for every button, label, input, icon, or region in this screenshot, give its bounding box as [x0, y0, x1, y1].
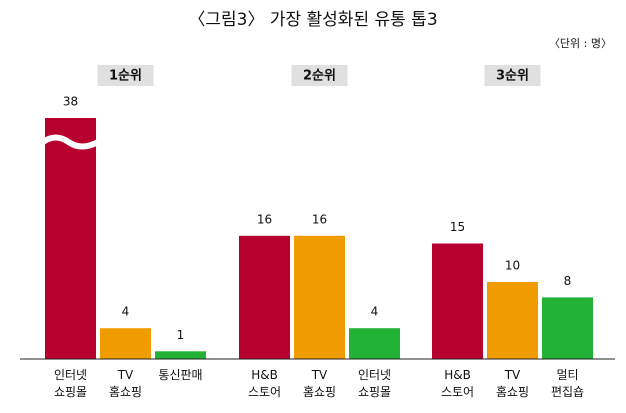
x-tick-label-line: 편집숍 [551, 385, 584, 399]
x-tick-label-line: 통신판매 [158, 368, 202, 382]
bar [487, 282, 538, 359]
x-tick-label-line: 쇼핑몰 [54, 385, 87, 399]
value-label: 4 [122, 305, 130, 319]
value-label: 4 [371, 305, 379, 319]
axis-break [41, 134, 100, 150]
value-label: 16 [312, 212, 327, 226]
bar [239, 235, 290, 359]
x-tick-label-line: H&B [251, 368, 278, 382]
group-label-bg [97, 65, 154, 86]
value-label: 15 [450, 220, 465, 234]
group-label: 3순위 [496, 69, 529, 84]
unit-label: 〈단위 : 명〉 [549, 37, 612, 50]
x-tick-label-line: 인터넷 [54, 368, 87, 382]
x-tick-label: H&B 스토어 [248, 368, 281, 399]
value-label: 1 [177, 328, 185, 342]
group-label-bg [291, 65, 348, 86]
x-tick-label-line: 인터넷 [358, 368, 391, 382]
bar [432, 243, 483, 359]
group-label: 2순위 [303, 69, 336, 84]
x-tick-label-line: 멀티 [556, 368, 578, 382]
x-tick-label: 통신판매 [158, 368, 202, 382]
bar [294, 235, 345, 359]
bar [100, 328, 151, 359]
value-label: 38 [63, 95, 78, 109]
group-label: 1순위 [109, 69, 142, 84]
x-tick-label: H&B 스토어 [441, 368, 474, 399]
x-tick-label-line: TV [311, 368, 328, 382]
x-tick-label-line: 스토어 [248, 385, 281, 399]
bar [155, 351, 206, 359]
x-tick-label-line: 홈쇼핑 [109, 385, 142, 399]
group-label-bg [484, 65, 541, 86]
chart-title: 〈그림3〉 가장 활성화된 유통 톱3 [188, 10, 437, 30]
value-label: 10 [505, 259, 520, 273]
value-label: 16 [257, 212, 272, 226]
x-tick-label-line: 홈쇼핑 [496, 385, 529, 399]
x-tick-label: TV 홈쇼핑 [496, 368, 529, 399]
x-tick-label-line: TV [504, 368, 521, 382]
value-label: 8 [564, 274, 572, 288]
bar [45, 118, 96, 359]
bar [542, 297, 593, 359]
x-tick-label-line: TV [117, 368, 134, 382]
x-tick-label: TV 홈쇼핑 [303, 368, 336, 399]
x-tick-label-line: 홈쇼핑 [303, 385, 336, 399]
x-tick-label-line: 쇼핑몰 [358, 385, 391, 399]
x-tick-label: TV 홈쇼핑 [109, 368, 142, 399]
x-tick-label-line: 스토어 [441, 385, 474, 399]
bar [349, 328, 400, 359]
x-tick-label-line: H&B [444, 368, 471, 382]
